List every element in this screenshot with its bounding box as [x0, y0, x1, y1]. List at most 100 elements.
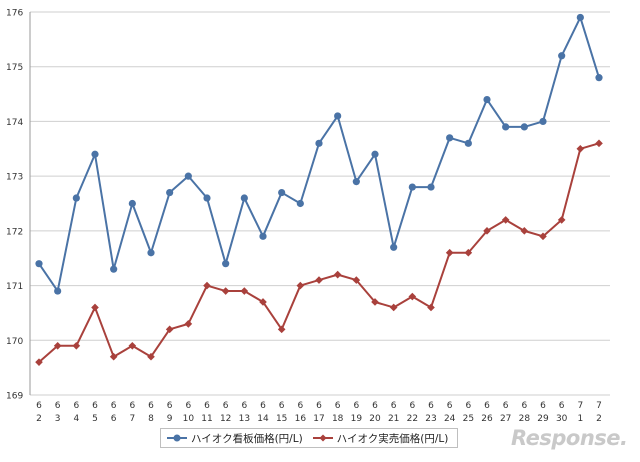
x-tick-month-label: 6	[316, 401, 322, 411]
series-line-1	[38, 16, 600, 293]
series-2-point	[296, 281, 305, 290]
x-tick-day-label: 29	[537, 414, 549, 424]
series-2-point	[259, 298, 267, 306]
legend-item-list-price: ハイオク看板価格(円/L)	[167, 431, 303, 446]
x-tick-month-label: 6	[129, 401, 135, 411]
legend-item-actual-price: ハイオク実売価格(円/L)	[312, 431, 449, 446]
x-tick-month-label: 6	[372, 401, 378, 411]
legend-label-list-price: ハイオク看板価格(円/L)	[191, 432, 303, 445]
series-1-point	[128, 199, 136, 208]
series-1-point	[278, 188, 286, 197]
x-tick-day-label: 16	[295, 414, 307, 424]
x-tick-day-label: 2	[36, 414, 42, 424]
series-1-point	[334, 112, 342, 120]
x-tick-day-label: 8	[148, 414, 154, 424]
x-tick-month-label: 6	[36, 401, 42, 411]
x-tick-month-label: 6	[111, 401, 117, 411]
series-2-point	[408, 292, 417, 301]
series-1-point	[315, 139, 323, 147]
x-tick-day-label: 21	[388, 414, 399, 424]
x-tick-day-label: 13	[239, 414, 250, 424]
series-1-point	[222, 260, 230, 268]
series-1-point	[576, 13, 584, 22]
y-tick-label: 176	[6, 9, 23, 19]
x-tick-month-label: 6	[279, 401, 285, 411]
series-2-point	[371, 298, 379, 306]
x-tick-day-label: 3	[55, 414, 61, 424]
x-tick-day-label: 12	[220, 414, 231, 424]
x-tick-month-label: 6	[73, 401, 79, 411]
x-tick-month-label: 6	[559, 401, 565, 411]
x-tick-month-label: 6	[447, 401, 453, 411]
series-1-point	[502, 123, 510, 131]
x-tick-month-label: 6	[465, 401, 471, 411]
series-1-point	[296, 199, 304, 208]
x-tick-day-label: 25	[463, 414, 474, 424]
series-2-point	[203, 281, 211, 290]
series-2-point	[109, 352, 118, 361]
x-tick-day-label: 10	[183, 414, 195, 424]
series-2-point	[221, 287, 230, 295]
x-tick-day-label: 1	[577, 414, 583, 424]
x-tick-day-label: 22	[407, 414, 418, 424]
series-1-point	[408, 183, 416, 191]
x-tick-month-label: 6	[484, 401, 490, 411]
x-tick-month-label: 6	[335, 401, 341, 411]
series-1-point	[558, 52, 566, 60]
x-tick-month-label: 6	[223, 401, 229, 411]
y-tick-label: 175	[6, 63, 23, 73]
legend-label-actual-price: ハイオク実売価格(円/L)	[336, 432, 449, 445]
series-1-point	[520, 123, 528, 131]
x-tick-month-label: 7	[577, 401, 583, 411]
x-tick-month-label: 6	[167, 401, 173, 411]
x-tick-day-label: 18	[332, 414, 344, 424]
series-1-point	[595, 74, 603, 82]
x-tick-month-label: 6	[55, 401, 61, 411]
series-2-point	[147, 352, 155, 361]
series-2-point	[539, 232, 547, 241]
x-tick-month-label: 6	[391, 401, 397, 411]
x-tick-month-label: 6	[148, 401, 154, 411]
series-1-point	[72, 194, 80, 202]
x-tick-month-label: 7	[596, 401, 602, 411]
series-1-point	[464, 139, 472, 147]
x-tick-day-label: 6	[111, 414, 117, 424]
series-2-point	[184, 320, 193, 328]
series-2-point	[333, 270, 342, 279]
x-tick-day-label: 30	[556, 414, 568, 424]
response-watermark-logo: Response.	[511, 426, 628, 450]
series-1-point	[240, 194, 248, 202]
x-tick-day-label: 26	[481, 414, 493, 424]
series-2-point	[576, 144, 585, 153]
x-tick-month-label: 6	[503, 401, 509, 411]
x-tick-day-label: 9	[167, 414, 173, 424]
series-1-point	[259, 232, 267, 240]
y-tick-label: 172	[6, 227, 23, 237]
series-2-point	[91, 303, 99, 312]
series-2-point	[128, 341, 137, 350]
series-2-point	[389, 303, 398, 312]
y-tick-label: 173	[6, 173, 23, 183]
series-1-point	[446, 134, 454, 142]
x-tick-day-label: 4	[73, 414, 79, 424]
chart-legend: ハイオク看板価格(円/L) ハイオク実売価格(円/L)	[160, 428, 458, 448]
x-tick-day-label: 27	[500, 414, 511, 424]
x-tick-day-label: 24	[444, 414, 456, 424]
x-tick-month-label: 6	[521, 401, 527, 411]
series-1-point	[539, 117, 547, 126]
series-1-point	[390, 243, 398, 251]
legend-swatch-list-price	[167, 434, 187, 442]
x-tick-month-label: 6	[409, 401, 415, 411]
series-1-point	[427, 183, 435, 191]
series-2-point	[445, 248, 454, 257]
series-1-point	[352, 178, 360, 186]
x-tick-day-label: 15	[276, 414, 287, 424]
x-tick-day-label: 19	[351, 414, 363, 424]
y-tick-label: 169	[6, 392, 23, 402]
x-tick-day-label: 28	[519, 414, 531, 424]
series-1-point	[166, 188, 174, 197]
legend-swatch-actual-price	[312, 434, 333, 442]
series-1-point	[91, 150, 99, 158]
series-1-point	[35, 260, 43, 268]
